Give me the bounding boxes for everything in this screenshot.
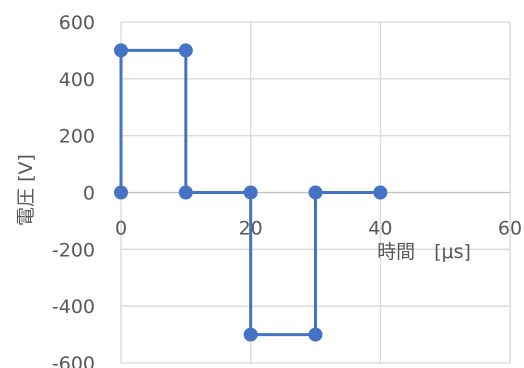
data-point-marker: [178, 185, 193, 200]
data-point-marker: [114, 43, 128, 58]
series-markers: [114, 43, 388, 342]
y-axis-label: 電圧 [V]: [15, 154, 37, 226]
y-tick-label: 200: [59, 126, 95, 148]
data-point-marker: [308, 185, 323, 200]
x-tick-label: 40: [368, 218, 392, 240]
y-tick-labels: 600 400 200 0 -200 -400 -600: [52, 12, 95, 368]
data-point-marker: [308, 327, 323, 342]
data-point-marker: [178, 43, 193, 58]
y-tick-label: 400: [59, 69, 95, 91]
data-point-marker: [243, 327, 258, 342]
data-point-marker: [243, 185, 258, 200]
x-tick-label: 20: [239, 218, 263, 240]
data-point-marker: [373, 185, 388, 200]
data-point-marker: [114, 185, 128, 200]
y-tick-label: 600: [59, 12, 95, 34]
x-tick-label: 0: [115, 218, 127, 240]
y-tick-label: -200: [52, 239, 95, 261]
x-axis-label: 時間 [μs]: [377, 241, 471, 263]
x-tick-label: 60: [498, 218, 522, 240]
y-tick-label: -400: [52, 296, 95, 318]
x-tick-labels: 0 20 40 60: [115, 218, 522, 240]
y-tick-label: -600: [52, 353, 95, 368]
y-tick-label: 0: [83, 183, 95, 205]
